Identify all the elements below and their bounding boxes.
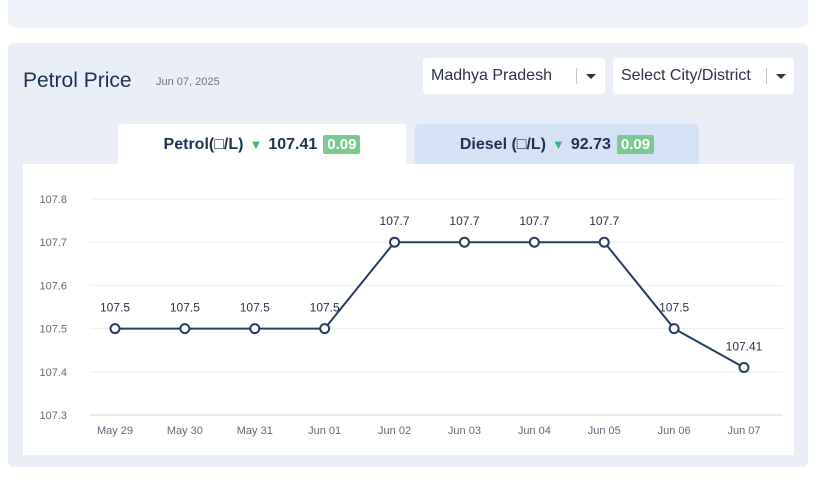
data-label: 107.7 (589, 214, 619, 228)
tab-diesel-change-badge: 0.09 (616, 135, 655, 154)
data-label: 107.5 (310, 301, 340, 315)
city-select-placeholder: Select City/District (621, 67, 751, 84)
tab-petrol[interactable]: Petrol(□/L) ▼ 107.41 0.09 (118, 124, 406, 165)
series-line (115, 241, 745, 369)
tab-petrol-price: 107.41 (268, 135, 318, 153)
data-point (738, 361, 750, 373)
y-tick-label: 107.3 (39, 410, 67, 422)
page-title: Petrol Price (23, 69, 132, 92)
down-arrow-icon: ▼ (249, 137, 263, 152)
data-label: 107.41 (726, 339, 763, 353)
x-tick-label: Jun 07 (727, 425, 760, 437)
select-divider (766, 68, 767, 84)
data-point (528, 236, 540, 248)
x-tick-label: Jun 03 (448, 425, 481, 437)
data-point (458, 236, 470, 248)
x-tick-label: Jun 05 (588, 425, 621, 437)
top-panel (8, 0, 808, 28)
price-date: Jun 07, 2025 (156, 76, 220, 88)
city-select[interactable]: Select City/District (613, 58, 794, 94)
data-label: 107.5 (659, 301, 689, 315)
y-tick-label: 107.5 (39, 324, 67, 336)
x-tick-label: Jun 02 (378, 425, 411, 437)
data-label: 107.7 (519, 214, 549, 228)
chevron-down-icon (586, 74, 596, 79)
tab-diesel-label: Diesel (□/L) (459, 135, 546, 153)
data-point (389, 236, 401, 248)
y-tick-label: 107.7 (39, 237, 67, 249)
y-tick-label: 107.4 (39, 367, 67, 379)
select-divider (576, 68, 577, 84)
y-tick-label: 107.6 (39, 280, 67, 292)
x-tick-label: Jun 01 (308, 425, 341, 437)
data-point (598, 236, 610, 248)
state-select[interactable]: Madhya Pradesh (423, 58, 605, 94)
down-arrow-icon: ▼ (552, 137, 565, 152)
x-tick-label: May 31 (237, 425, 273, 437)
price-line-chart: 107.3 107.4 107.5 107.6 107.7 107.8 May 29 May … (39, 194, 783, 437)
data-point (668, 323, 680, 335)
tab-petrol-label: Petrol(□/L) (163, 135, 244, 153)
x-tick-label: Jun 04 (518, 425, 551, 437)
data-label: 107.7 (449, 214, 479, 228)
tab-diesel-price: 92.73 (570, 135, 611, 153)
y-tick-label: 107.8 (39, 194, 67, 206)
data-point (249, 323, 261, 335)
tab-diesel[interactable]: Diesel (□/L) ▼ 92.73 0.09 (415, 124, 699, 165)
data-label: 107.5 (240, 301, 270, 315)
data-label: 107.5 (100, 301, 130, 315)
x-tick-label: May 30 (167, 425, 203, 437)
x-tick-label: Jun 06 (658, 425, 691, 437)
chevron-down-icon (776, 74, 786, 79)
petrol-price-card: Petrol Price Jun 07, 2025 Madhya Pradesh… (8, 43, 808, 467)
data-point (109, 323, 121, 335)
data-label: 107.7 (380, 214, 410, 228)
tab-petrol-change-badge: 0.09 (323, 135, 361, 154)
data-label: 107.5 (170, 301, 200, 315)
chart-panel: 107.3 107.4 107.5 107.6 107.7 107.8 May 29 May … (23, 164, 794, 455)
state-select-value: Madhya Pradesh (431, 67, 552, 84)
x-tick-label: May 29 (97, 425, 133, 437)
data-point (319, 323, 331, 335)
data-point (179, 323, 191, 335)
